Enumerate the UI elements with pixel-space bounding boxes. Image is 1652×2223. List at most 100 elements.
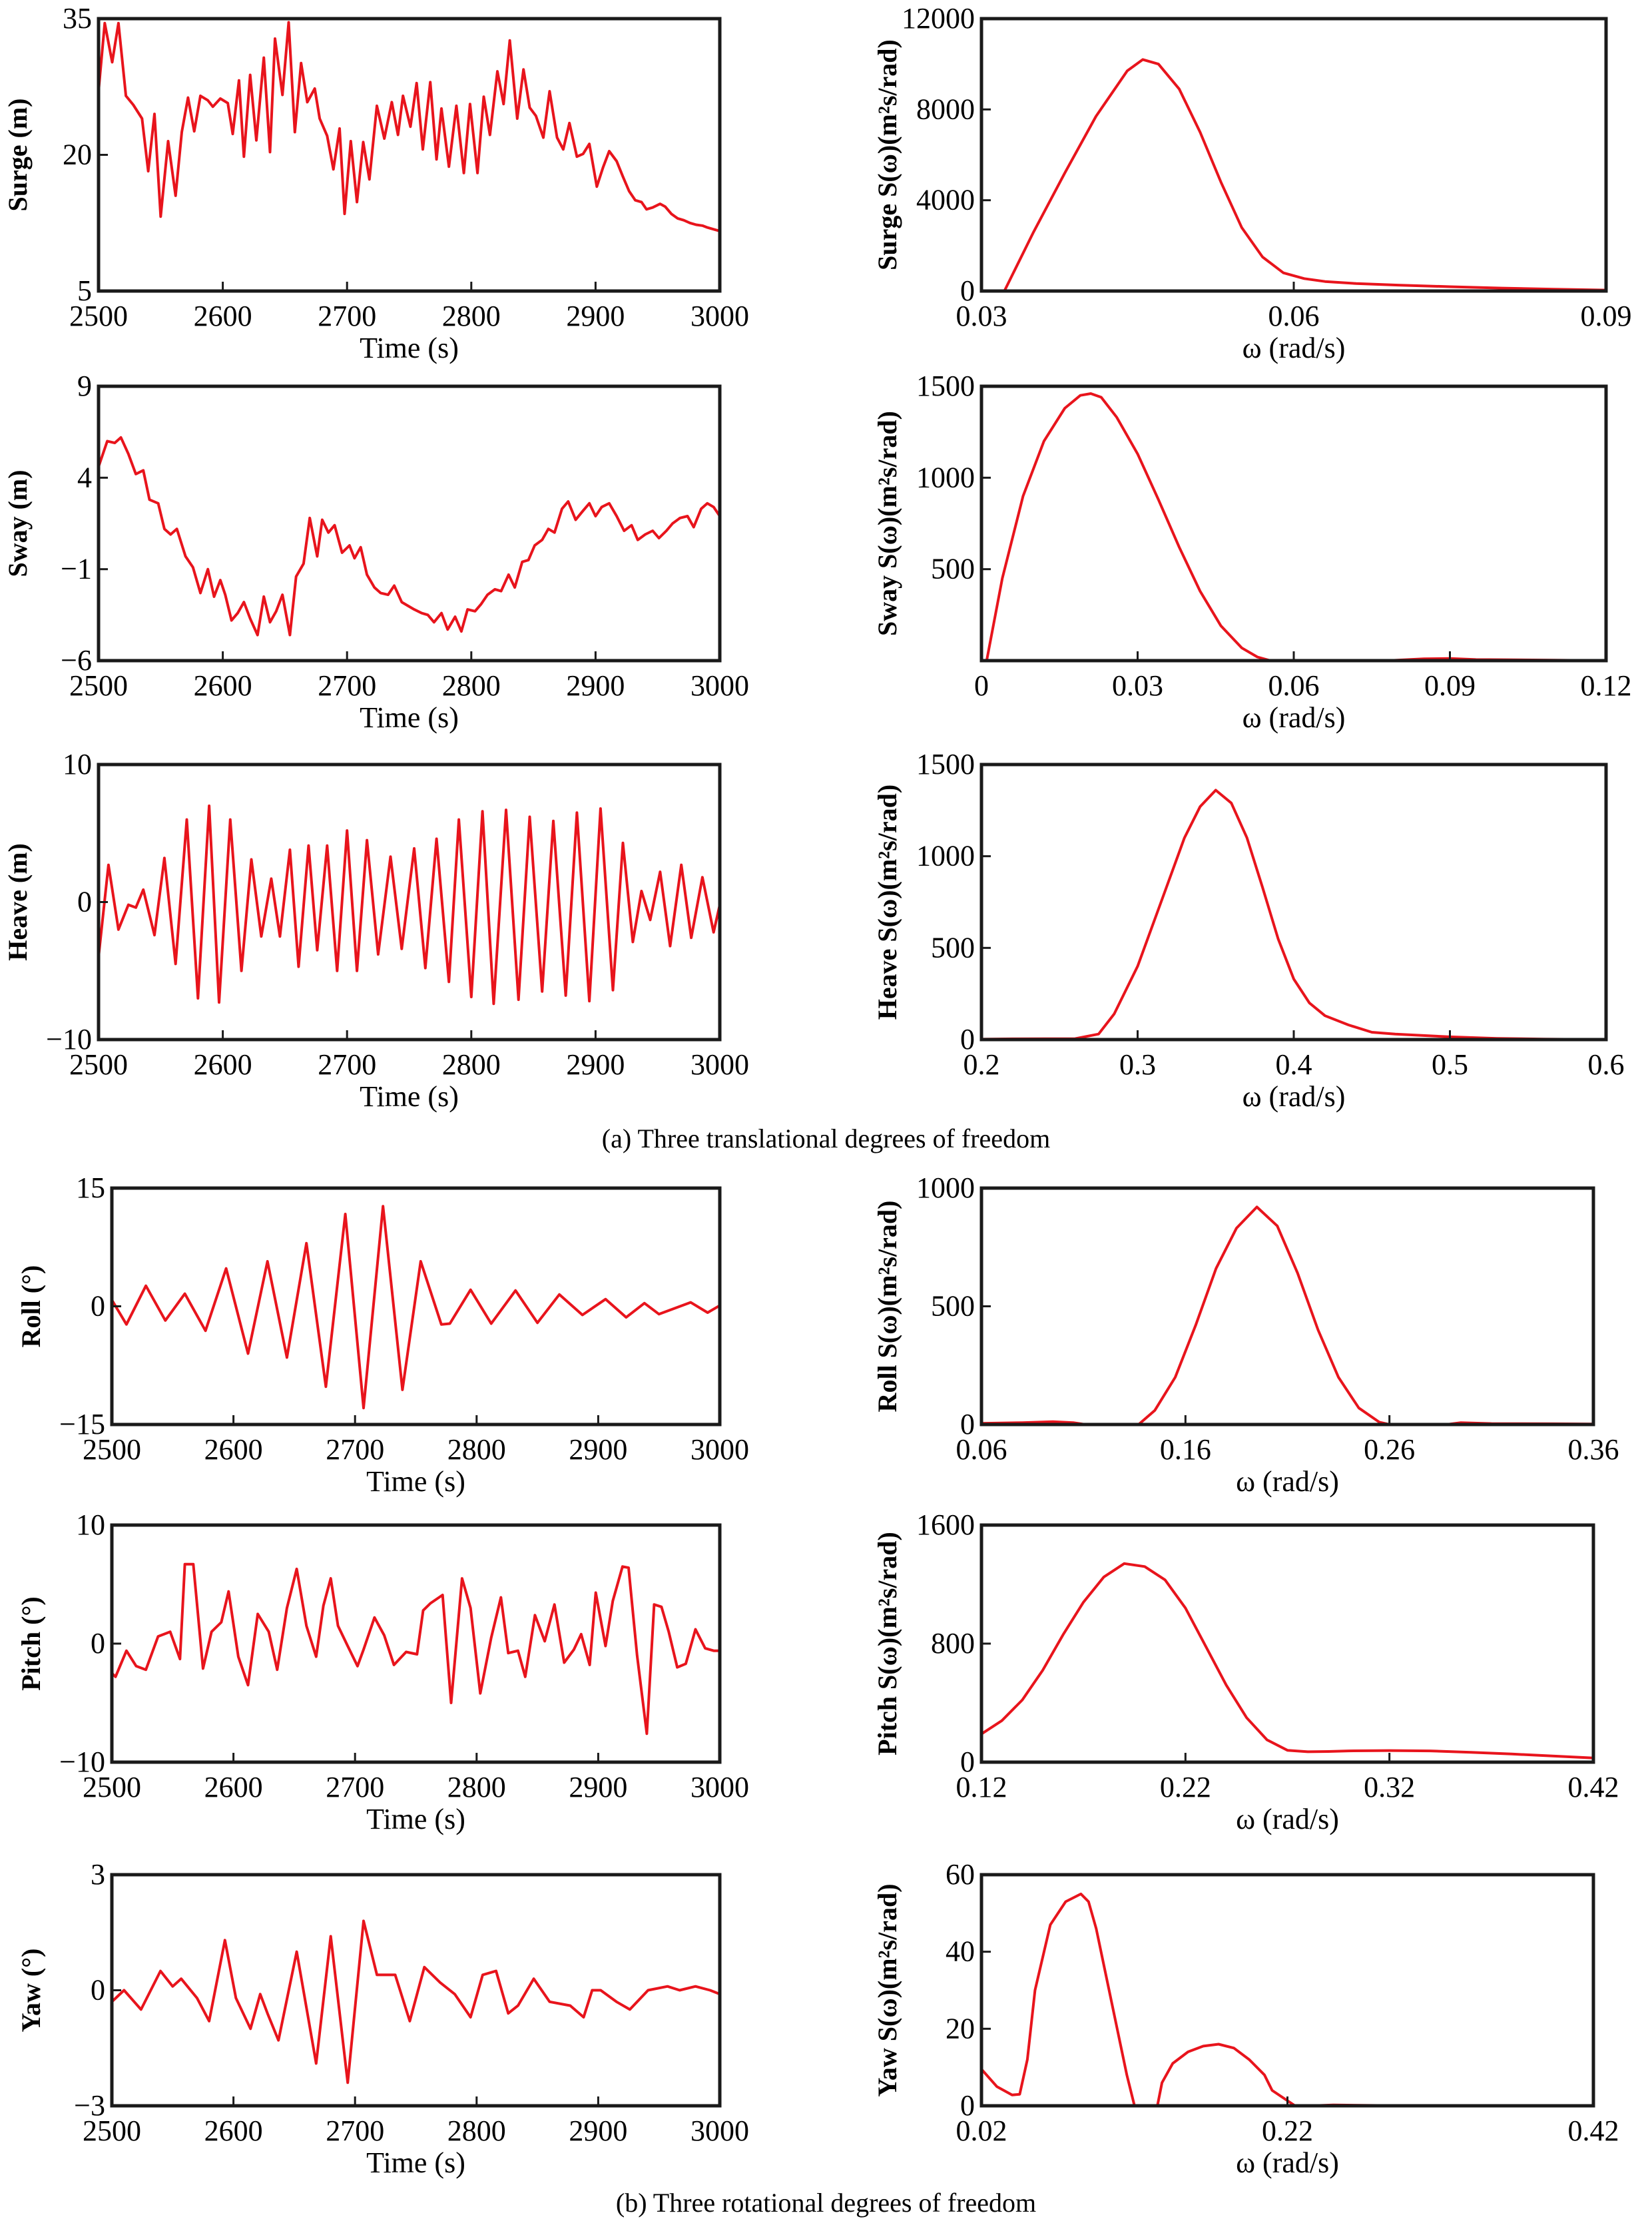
pitch-spectrum-xtick-label: 0.12 xyxy=(956,1771,1007,1803)
surge-time-xtick-label: 2900 xyxy=(566,300,625,332)
roll-spectrum-ytick-label: 500 xyxy=(931,1290,975,1323)
heave-spectrum-series-line xyxy=(981,789,1606,1040)
pitch-time-xlabel: Time (s) xyxy=(366,1803,465,1835)
surge-spectrum-xtick-label: 0.06 xyxy=(1268,300,1320,332)
yaw-time-xtick-label: 2500 xyxy=(83,2114,141,2147)
pitch-time-series-line xyxy=(112,1562,720,1736)
sway-time-ylabel: Sway (m) xyxy=(3,470,33,577)
roll-spectrum-xtick-label: 0.36 xyxy=(1568,1433,1619,1466)
surge-time-axes-frame xyxy=(97,17,722,293)
surge-time-ytick-label: 20 xyxy=(63,139,92,171)
yaw-time-xtick-label: 3000 xyxy=(690,2114,749,2147)
heave-spectrum-xtick-label: 0.3 xyxy=(1119,1048,1156,1081)
pitch-time-panel: 2500 2600 2700 2800 2900 3000 −10 0 10 Time (s) Pi… xyxy=(16,1508,749,1835)
roll-spectrum-ytick-label: 1000 xyxy=(916,1171,975,1204)
sway-time-xtick-label: 2500 xyxy=(69,669,128,702)
surge-spectrum-xtick-label: 0.09 xyxy=(1581,300,1632,332)
surge-spectrum-xtick-label: 0.03 xyxy=(956,300,1007,332)
yaw-time-ytick-label: 3 xyxy=(91,1858,105,1891)
roll-spectrum-axes-frame xyxy=(979,1186,1595,1427)
yaw-time-ytick-label: 0 xyxy=(91,1974,105,2007)
yaw-time-xlabel: Time (s) xyxy=(366,2146,465,2179)
heave-spectrum-xtick-label: 0.4 xyxy=(1276,1048,1312,1081)
sway-spectrum-xtick-label: 0.03 xyxy=(1112,669,1163,702)
pitch-time-ylabel: Pitch (°) xyxy=(16,1596,46,1691)
sway-spectrum-ytick-label: 1500 xyxy=(916,370,975,402)
yaw-spectrum-axes-frame xyxy=(979,1873,1595,2108)
sway-time-xtick-label: 2600 xyxy=(194,669,252,702)
yaw-spectrum-ylabel: Yaw S(ω)(m²s/rad) xyxy=(872,1883,902,2096)
heave-time-ylabel: Heave (m) xyxy=(3,843,33,961)
roll-time-xtick-label: 3000 xyxy=(690,1433,749,1466)
roll-time-axes-frame xyxy=(110,1186,722,1427)
surge-time-xtick-label: 2800 xyxy=(442,300,501,332)
heave-time-xtick-label: 3000 xyxy=(690,1048,749,1081)
heave-time-panel: 2500 2600 2700 2800 2900 3000 −10 0 10 Time (s) He… xyxy=(3,748,749,1113)
heave-spectrum-ytick-label: 1500 xyxy=(916,748,975,781)
pitch-time-xtick-label: 2900 xyxy=(569,1771,627,1803)
yaw-time-xtick-label: 2600 xyxy=(204,2114,263,2147)
roll-spectrum-xtick-label: 0.26 xyxy=(1364,1433,1415,1466)
roll-time-xtick-label: 2800 xyxy=(447,1433,506,1466)
sway-time-xlabel: Time (s) xyxy=(360,701,459,734)
roll-spectrum-ylabel: Roll S(ω)(m²s/rad) xyxy=(872,1201,902,1413)
roll-time-ytick-label: 15 xyxy=(76,1171,105,1204)
sway-spectrum-panel: 0 0.03 0.06 0.09 0.12 500 1000 1500 ω (rad/s) Swa… xyxy=(872,370,1632,734)
heave-spectrum-axes-frame xyxy=(979,763,1608,1042)
sway-time-xtick-label: 2900 xyxy=(566,669,625,702)
surge-time-ylabel: Surge (m) xyxy=(3,99,33,212)
sway-spectrum-series-line xyxy=(985,392,1606,661)
yaw-time-ytick-label: −3 xyxy=(74,2089,105,2122)
yaw-time-series-line xyxy=(112,1919,720,2084)
surge-spectrum-ytick-label: 8000 xyxy=(916,93,975,125)
surge-spectrum-series-line xyxy=(1003,58,1606,291)
sway-time-ytick-label: 9 xyxy=(77,370,92,402)
yaw-spectrum-ytick-label: 0 xyxy=(960,2089,975,2122)
roll-time-xtick-label: 2900 xyxy=(569,1433,627,1466)
sway-spectrum-axes-frame xyxy=(979,384,1608,663)
sway-time-axes-frame xyxy=(97,384,722,663)
surge-time-xtick-label: 2600 xyxy=(194,300,252,332)
yaw-spectrum-panel: 0.02 0.22 0.42 0 20 40 60 ω (rad/s) Yaw S(ω)(m²s… xyxy=(872,1858,1619,2179)
pitch-spectrum-ytick-label: 0 xyxy=(960,1746,975,1778)
yaw-time-xtick-label: 2900 xyxy=(569,2114,627,2147)
sway-spectrum-xtick-label: 0.09 xyxy=(1424,669,1476,702)
sway-time-series-line xyxy=(99,436,720,637)
pitch-spectrum-ytick-label: 800 xyxy=(931,1627,975,1660)
sway-time-ytick-label: 4 xyxy=(77,461,92,493)
heave-time-xtick-label: 2900 xyxy=(566,1048,625,1081)
pitch-spectrum-axes-frame xyxy=(979,1523,1595,1764)
yaw-time-xtick-label: 2700 xyxy=(326,2114,384,2147)
sway-spectrum-xtick-label: 0.06 xyxy=(1268,669,1320,702)
roll-time-panel: 2500 2600 2700 2800 2900 3000 −15 0 15 Time (s) Ro… xyxy=(16,1171,749,1498)
surge-time-xtick-label: 3000 xyxy=(690,300,749,332)
pitch-spectrum-ylabel: Pitch S(ω)(m²s/rad) xyxy=(872,1532,902,1755)
pitch-spectrum-xlabel: ω (rad/s) xyxy=(1236,1803,1339,1835)
roll-spectrum-ytick-label: 0 xyxy=(960,1408,975,1440)
heave-spectrum-ytick-label: 1000 xyxy=(916,840,975,872)
heave-time-ytick-label: 10 xyxy=(63,748,92,781)
heave-time-xtick-label: 2500 xyxy=(69,1048,128,1081)
heave-time-xtick-label: 2700 xyxy=(318,1048,376,1081)
roll-time-xtick-label: 2700 xyxy=(326,1433,384,1466)
pitch-spectrum-ytick-label: 1600 xyxy=(916,1508,975,1541)
pitch-time-xtick-label: 2800 xyxy=(447,1771,506,1803)
surge-time-series-line xyxy=(99,21,720,232)
surge-time-xlabel: Time (s) xyxy=(360,332,459,364)
surge-spectrum-ytick-label: 0 xyxy=(960,274,975,307)
heave-spectrum-ytick-label: 500 xyxy=(931,931,975,964)
sway-time-panel: 2500 2600 2700 2800 2900 3000 −6 −1 4 9 Time (s) Sw… xyxy=(3,370,749,734)
yaw-spectrum-ytick-label: 40 xyxy=(946,1935,975,1968)
surge-spectrum-ytick-label: 12000 xyxy=(902,2,975,35)
pitch-spectrum-series-line xyxy=(981,1562,1593,1759)
yaw-spectrum-series-line xyxy=(981,1892,1593,2106)
pitch-time-xtick-label: 2700 xyxy=(326,1771,384,1803)
heave-spectrum-ytick-label: 0 xyxy=(960,1023,975,1056)
heave-spectrum-xtick-label: 0.5 xyxy=(1432,1048,1468,1081)
sway-time-xtick-label: 2800 xyxy=(442,669,501,702)
yaw-time-xtick-label: 2800 xyxy=(447,2114,506,2147)
roll-time-xtick-label: 2500 xyxy=(83,1433,141,1466)
roll-spectrum-series-line xyxy=(981,1205,1593,1425)
